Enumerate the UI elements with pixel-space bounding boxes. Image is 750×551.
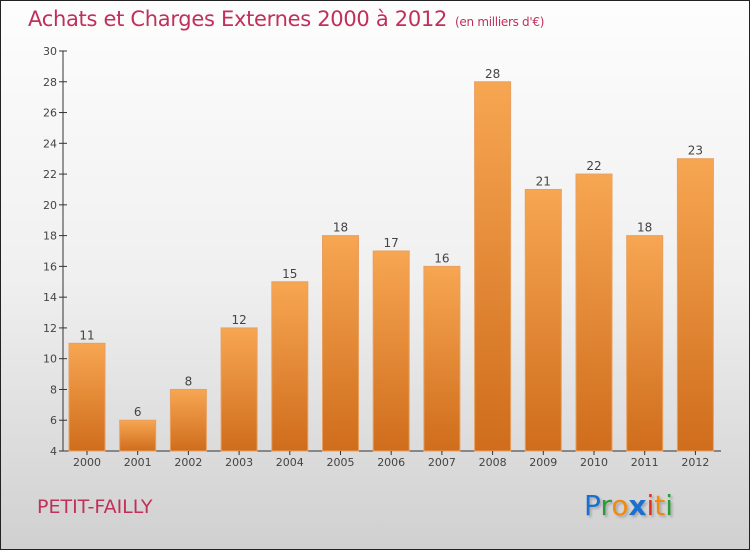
data-label: 18 <box>637 221 652 235</box>
bar <box>524 188 562 452</box>
y-tick-label: 12 <box>43 322 57 335</box>
bar <box>676 158 714 452</box>
y-tick-label: 16 <box>43 260 57 273</box>
title-text: Achats et Charges Externes 2000 à 2012 <box>28 7 448 31</box>
data-label: 23 <box>688 144 703 158</box>
x-tick-label: 2008 <box>479 456 507 469</box>
bar <box>169 388 207 452</box>
unit-label: (en milliers d'€) <box>455 15 545 29</box>
bar <box>372 250 410 452</box>
x-tick-label: 2011 <box>631 456 659 469</box>
data-label: 15 <box>282 267 297 281</box>
y-tick-label: 10 <box>43 353 57 366</box>
bar <box>575 173 613 452</box>
x-tick-label: 2012 <box>681 456 709 469</box>
y-tick-label: 4 <box>50 445 57 458</box>
data-label: 18 <box>333 221 348 235</box>
chart-title: Achats et Charges Externes 2000 à 2012 (e… <box>28 7 544 31</box>
x-tick-label: 2000 <box>73 456 101 469</box>
bar <box>68 342 106 452</box>
y-tick-label: 6 <box>50 414 57 427</box>
x-tick-label: 2004 <box>276 456 304 469</box>
data-label: 22 <box>586 159 601 173</box>
bar <box>626 235 664 452</box>
y-tick-label: 18 <box>43 230 57 243</box>
x-tick-label: 2001 <box>124 456 152 469</box>
y-tick-label: 24 <box>43 137 57 150</box>
x-tick-label: 2010 <box>580 456 608 469</box>
data-label: 16 <box>434 251 449 265</box>
x-tick-label: 2006 <box>377 456 405 469</box>
bar <box>474 81 512 452</box>
bar <box>322 235 359 452</box>
y-tick-label: 26 <box>43 107 57 120</box>
data-label: 11 <box>79 328 94 342</box>
bar <box>220 327 258 452</box>
data-label: 12 <box>231 313 246 327</box>
y-tick-label: 30 <box>43 45 57 58</box>
y-tick-label: 20 <box>43 199 57 212</box>
y-tick-label: 8 <box>50 383 57 396</box>
data-label: 21 <box>536 174 551 188</box>
y-tick-label: 28 <box>43 76 57 89</box>
x-tick-label: 2009 <box>529 456 557 469</box>
x-tick-label: 2003 <box>225 456 253 469</box>
x-tick-label: 2007 <box>428 456 456 469</box>
y-tick-label: 14 <box>43 291 57 304</box>
y-tick-label: 22 <box>43 168 57 181</box>
data-label: 6 <box>134 405 142 419</box>
city-name: PETIT-FAILLY <box>37 496 153 518</box>
data-label: 8 <box>185 374 193 388</box>
data-label: 28 <box>485 67 500 81</box>
proxiti-logo: Proxiti <box>584 489 674 522</box>
bar <box>119 419 157 452</box>
x-tick-label: 2002 <box>174 456 202 469</box>
bar <box>271 281 309 452</box>
bar <box>423 265 461 452</box>
x-tick-label: 2005 <box>327 456 355 469</box>
data-label: 17 <box>384 236 399 250</box>
